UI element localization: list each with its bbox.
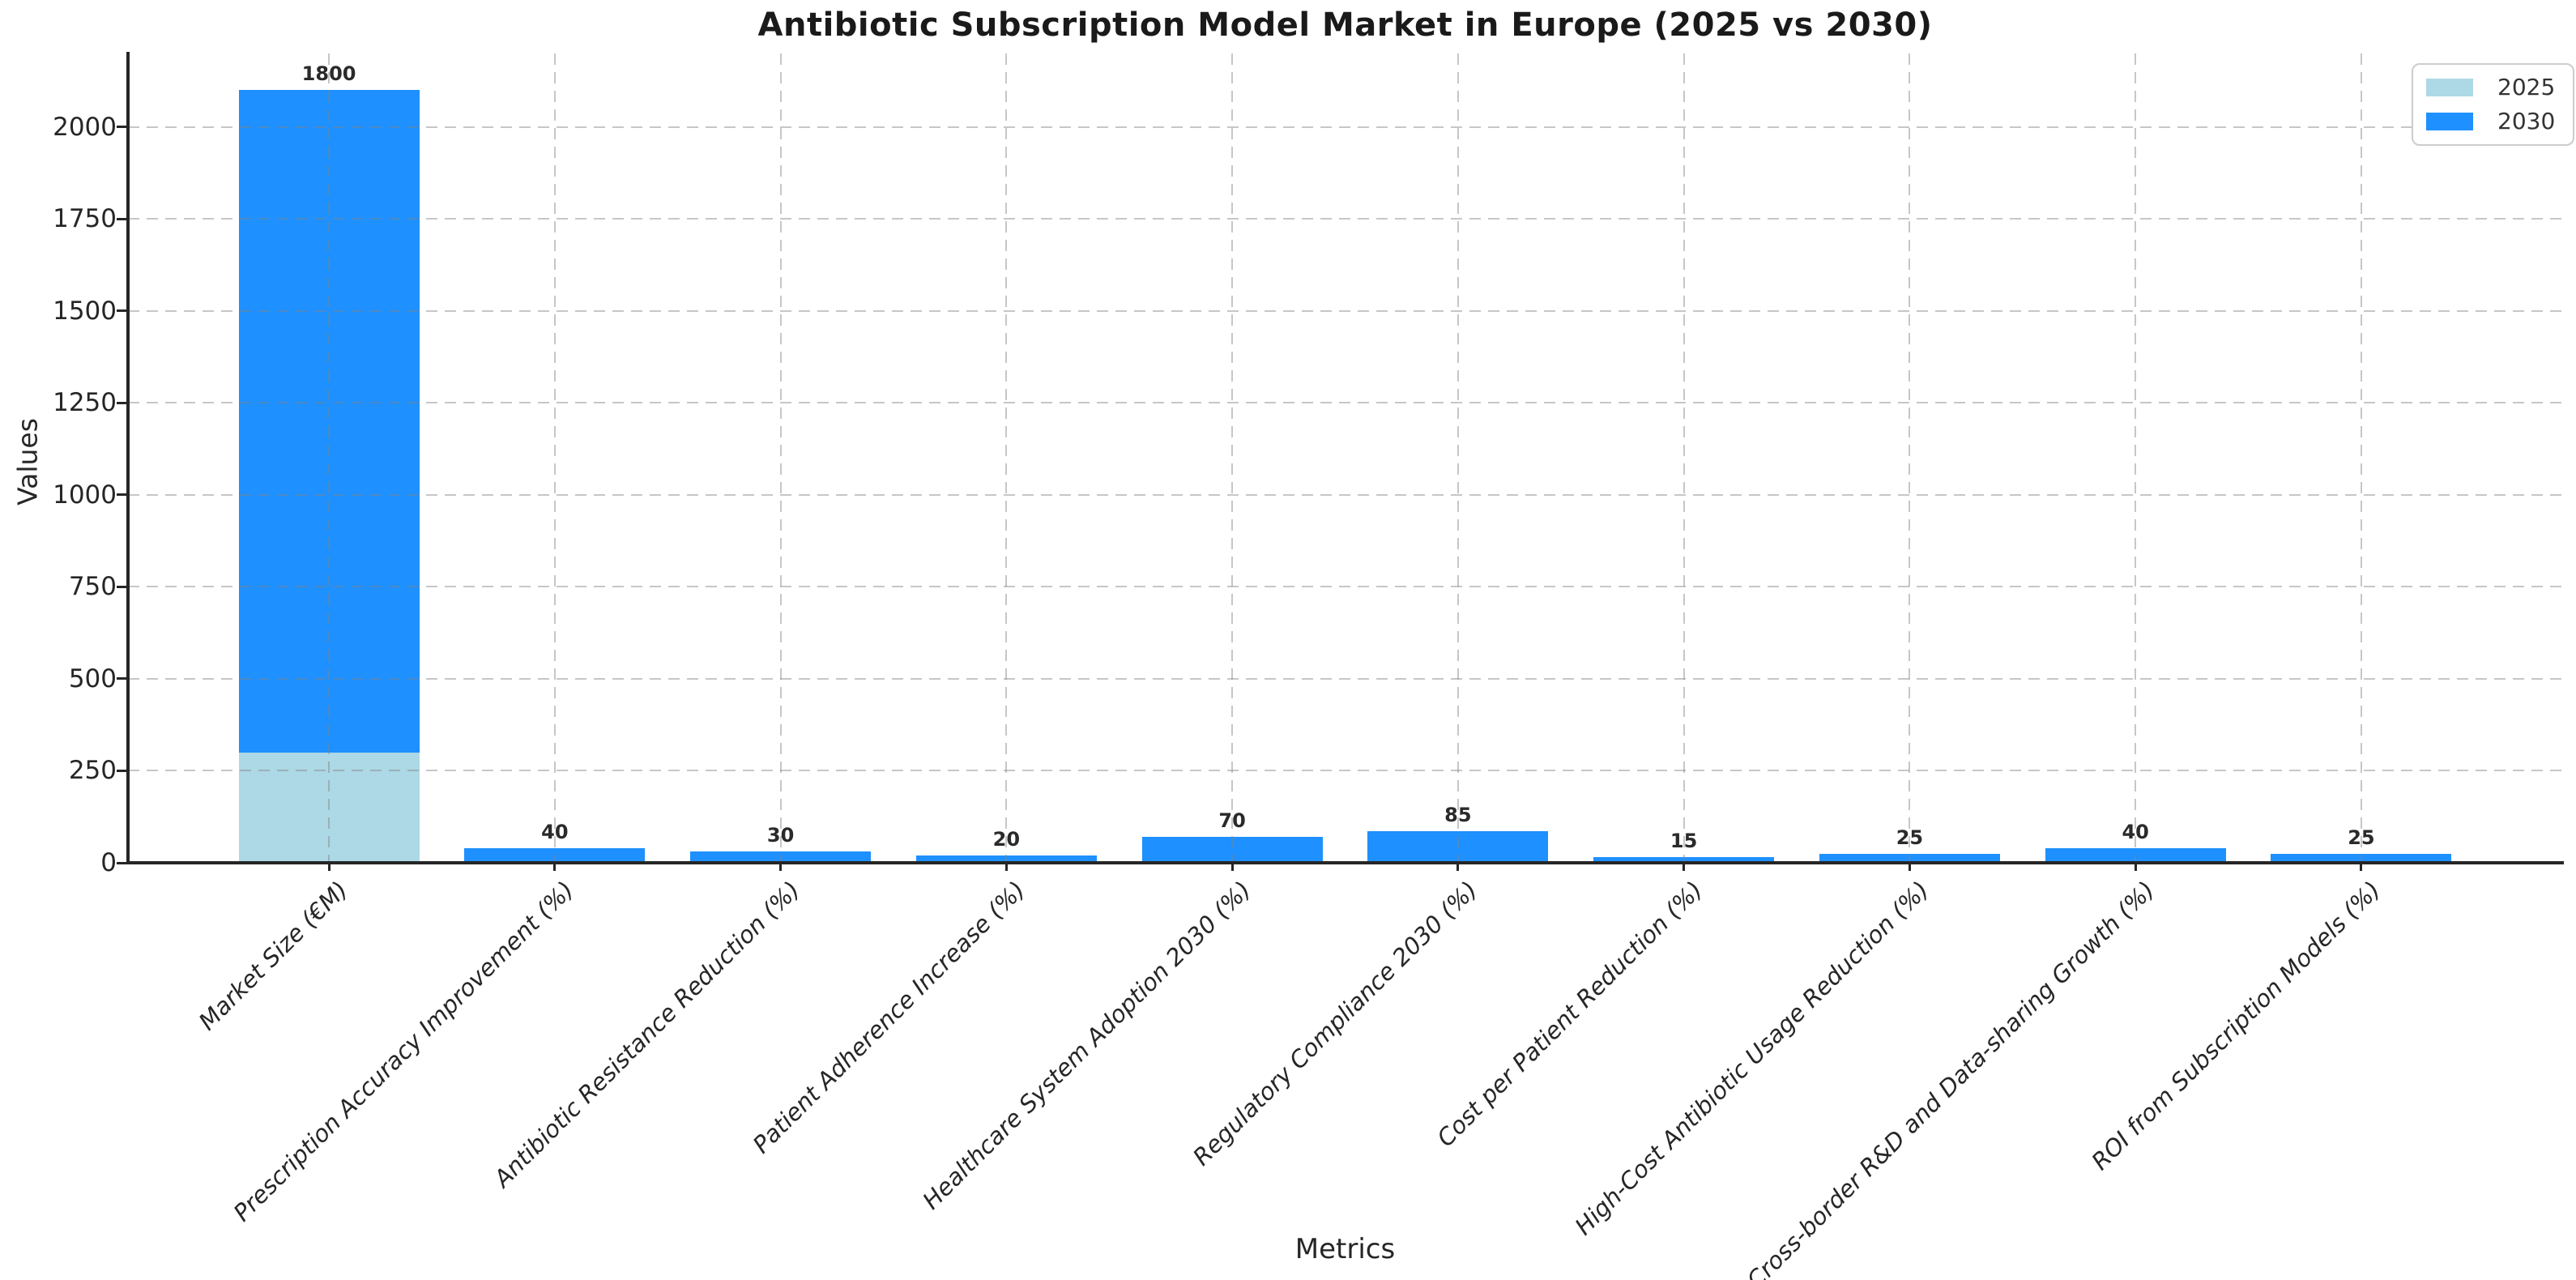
- x-tick-mark: [2360, 863, 2363, 871]
- x-gridline: [1231, 53, 1234, 863]
- y-tick-mark: [117, 585, 128, 588]
- x-category-label: Patient Adherence Increase (%): [748, 876, 1031, 1159]
- y-tick-mark: [117, 309, 128, 313]
- x-gridline: [1005, 53, 1008, 863]
- legend-swatch-2030: [2426, 113, 2473, 130]
- bar-value-label: 20: [992, 827, 1021, 851]
- legend-label-2030: 2030: [2497, 108, 2556, 134]
- x-category-label: Cost per Patient Reduction (%): [1431, 876, 1708, 1153]
- x-category-label: Cross-border R&D and Data-sharing Growth…: [1741, 876, 2160, 1280]
- x-tick-mark: [779, 863, 783, 871]
- bar-segment-2030: [915, 855, 1097, 863]
- y-tick-label: 1500: [53, 296, 117, 326]
- bar-value-label: 15: [1670, 830, 1698, 853]
- legend-item-2025: 2025: [2426, 76, 2555, 99]
- bar-value-label: 1800: [301, 62, 356, 86]
- bar-segment-2030: [2045, 847, 2226, 863]
- y-tick-label: 1250: [53, 388, 117, 418]
- x-gridline: [2360, 53, 2362, 863]
- plot-area: 1800 40 30 20 70 85 15 25 40 25: [128, 53, 2562, 863]
- y-gridline: [128, 309, 2562, 312]
- bar-segment-2030: [2271, 853, 2452, 863]
- y-gridline: [128, 218, 2562, 220]
- y-axis-spine: [126, 52, 130, 864]
- y-gridline: [128, 677, 2562, 680]
- x-gridline: [779, 53, 782, 863]
- y-tick-label: 500: [68, 663, 117, 693]
- x-category-label: Market Size (€M): [193, 876, 354, 1036]
- y-tick-label: 250: [68, 756, 117, 786]
- legend: 2025 2030: [2412, 63, 2575, 146]
- bar-segment-2030: [690, 851, 872, 863]
- bar-segment-2030: [464, 847, 646, 863]
- x-category-label: High-Cost Antibiotic Usage Reduction (%): [1569, 876, 1934, 1241]
- bar-segment-2030: [1367, 831, 1549, 863]
- x-gridline: [328, 53, 331, 863]
- bar-value-label: 30: [766, 824, 795, 847]
- x-tick-mark: [327, 863, 331, 871]
- bar-segment-2030: [1141, 837, 1323, 863]
- y-tick-label: 1000: [53, 480, 117, 510]
- y-gridline: [128, 493, 2562, 496]
- y-tick-label: 0: [100, 848, 117, 877]
- bar-segment-2025: [238, 752, 420, 863]
- bar-value-label: 40: [2122, 820, 2149, 843]
- bar-value-label: 85: [1444, 804, 1472, 827]
- bar-segment-2030: [1819, 853, 2000, 863]
- x-tick-mark: [1230, 863, 1234, 871]
- x-gridline: [1909, 53, 1911, 863]
- legend-swatch-2025: [2426, 79, 2473, 96]
- x-axis-spine: [126, 861, 2564, 864]
- bar-segment-2030: [238, 90, 420, 753]
- bar-value-label: 25: [2348, 826, 2375, 849]
- x-axis-title: Metrics: [1294, 1233, 1396, 1265]
- x-gridline: [553, 53, 556, 863]
- x-tick-mark: [1004, 863, 1008, 871]
- x-tick-mark: [1683, 863, 1686, 871]
- bar-segment-2030: [1593, 857, 1775, 863]
- chart-title: Antibiotic Subscription Model Market in …: [757, 6, 1933, 44]
- bar-value-label: 40: [541, 820, 569, 843]
- y-tick-mark: [117, 769, 128, 772]
- y-tick-mark: [117, 677, 128, 681]
- x-tick-mark: [2134, 863, 2137, 871]
- y-tick-mark: [117, 493, 128, 497]
- x-tick-mark: [553, 863, 557, 871]
- legend-label-2025: 2025: [2497, 74, 2556, 100]
- x-gridline: [1683, 53, 1685, 863]
- x-tick-mark: [1456, 863, 1460, 871]
- y-tick-mark: [117, 401, 128, 404]
- y-gridline: [128, 126, 2562, 128]
- y-tick-label: 750: [68, 572, 117, 602]
- y-gridline: [128, 586, 2562, 588]
- bar-value-label: 70: [1218, 809, 1246, 833]
- y-gridline: [128, 770, 2562, 772]
- x-gridline: [2135, 53, 2137, 863]
- bar-value-label: 25: [1896, 826, 1924, 849]
- y-tick-label: 2000: [53, 112, 117, 142]
- legend-item-2030: 2030: [2426, 110, 2555, 133]
- x-tick-mark: [1908, 863, 1911, 871]
- y-tick-mark: [117, 217, 128, 220]
- y-tick-mark: [117, 861, 128, 864]
- y-gridline: [128, 402, 2562, 404]
- y-tick-label: 1750: [53, 204, 117, 234]
- y-tick-mark: [117, 126, 128, 129]
- x-gridline: [1456, 53, 1459, 863]
